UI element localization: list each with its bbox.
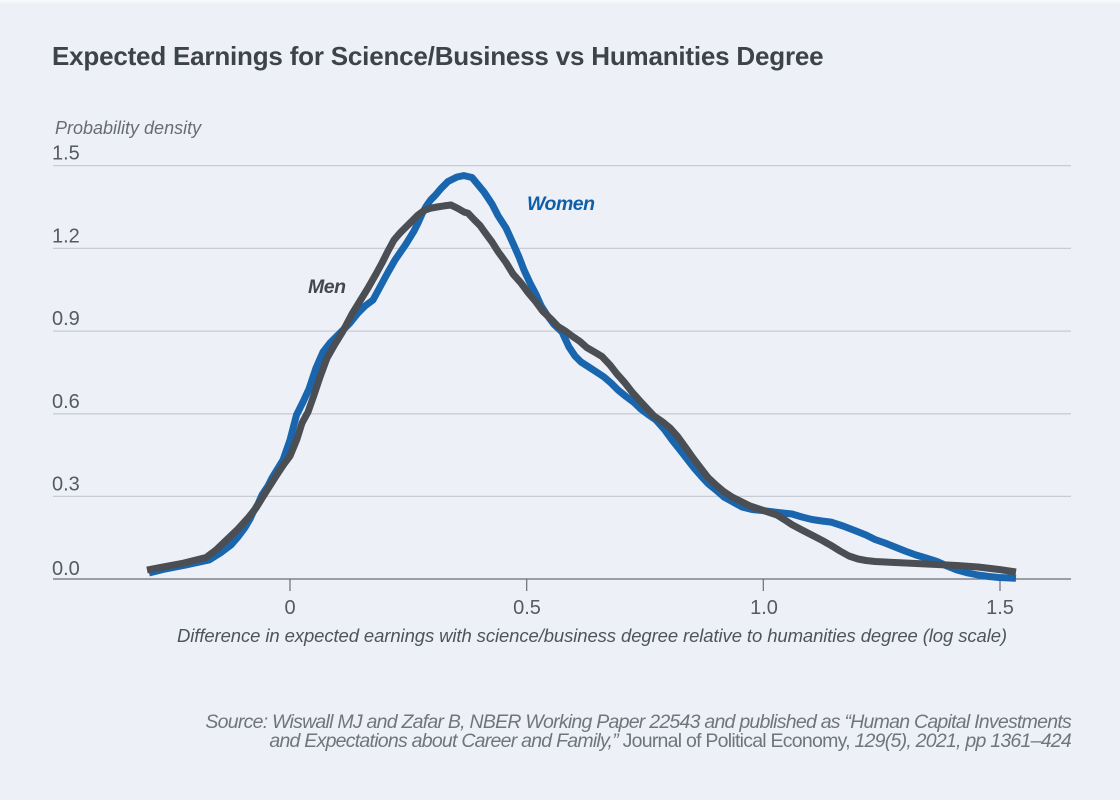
svg-text:0: 0 (284, 597, 295, 619)
svg-text:1.5: 1.5 (52, 143, 80, 165)
svg-text:0.5: 0.5 (513, 597, 541, 619)
svg-text:1.2: 1.2 (52, 226, 80, 248)
svg-text:0.3: 0.3 (52, 474, 80, 496)
svg-text:1.5: 1.5 (986, 597, 1014, 619)
svg-text:0.6: 0.6 (52, 391, 80, 413)
svg-text:0.0: 0.0 (52, 558, 80, 580)
svg-text:1.0: 1.0 (750, 597, 778, 619)
svg-text:0.9: 0.9 (52, 308, 80, 330)
